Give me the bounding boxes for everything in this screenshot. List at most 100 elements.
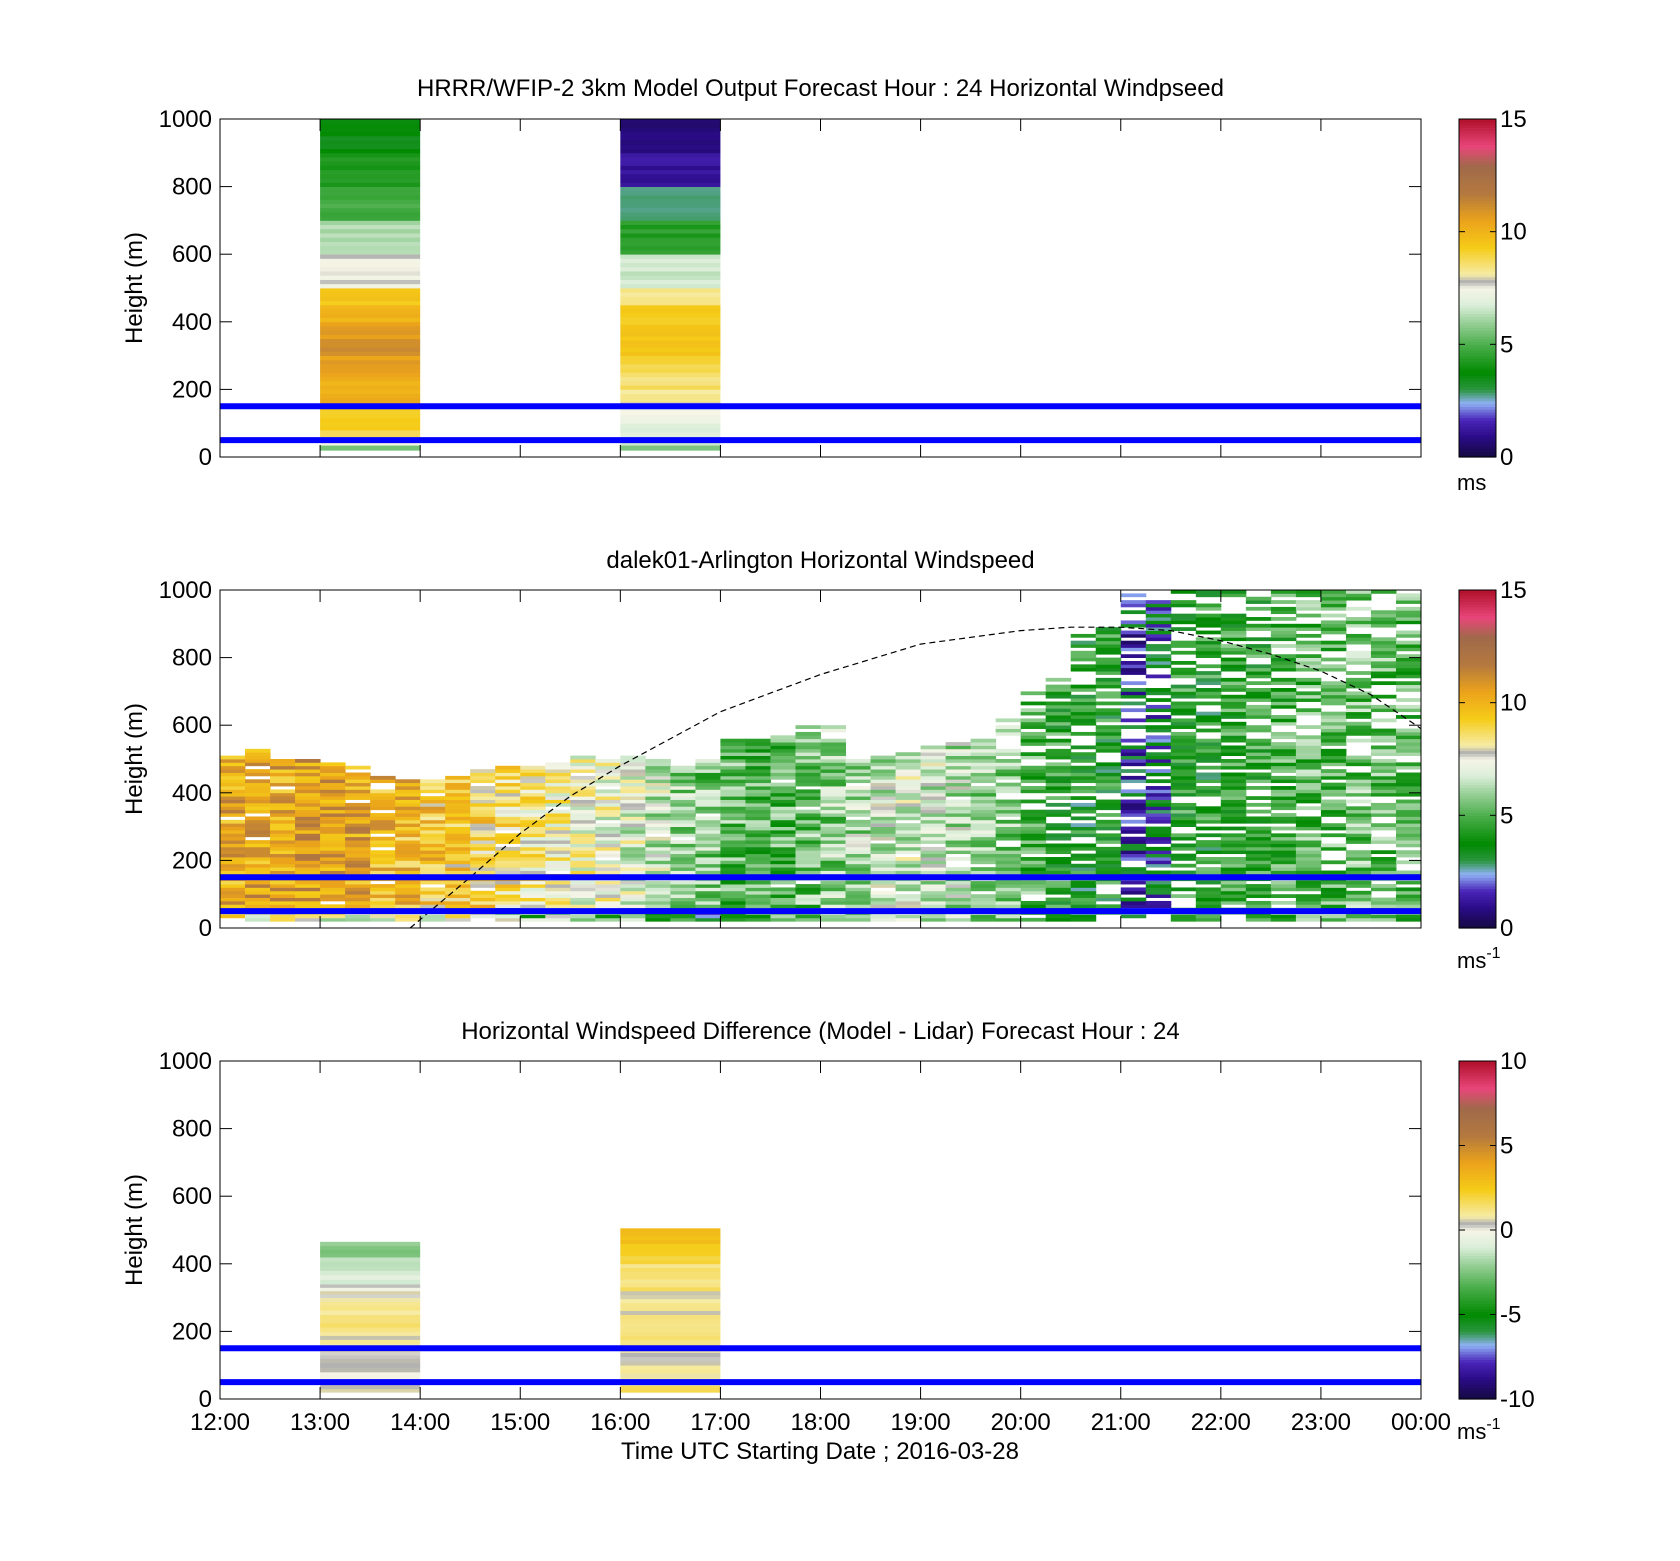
heatmap-cell [1145,738,1172,743]
heatmap-cell [920,748,947,753]
heatmap-cell [1170,914,1197,919]
heatmap-cell [1395,735,1422,740]
heatmap-cell [270,914,296,919]
heatmap-cell [545,779,571,784]
heatmap-cell [770,755,796,760]
heatmap-cell [245,870,271,875]
heatmap-cell [620,894,646,898]
heatmap-cell [1120,762,1147,767]
heatmap-cell [520,863,546,868]
heatmap-cell [1245,863,1272,868]
heatmap-cell [1320,596,1347,601]
colorbar-swatch [1459,849,1496,853]
heatmap-cell [1045,718,1072,723]
heatmap-cell [1295,593,1322,598]
heatmap-cell [1395,752,1422,757]
heatmap-cell [920,755,947,760]
heatmap-cell [1045,857,1072,861]
heatmap-cell [870,816,897,821]
heatmap-cell [445,840,471,844]
heatmap-cell [995,850,1022,855]
heatmap-cell [1070,823,1097,827]
heatmap-cell [1245,816,1272,821]
heatmap-cell [620,796,646,800]
heatmap-cell [420,880,446,885]
heatmap-cell [1370,806,1397,811]
colorbar-swatch [1459,1272,1496,1276]
heatmap-cell [620,131,721,137]
heatmap-cell [320,782,346,787]
heatmap-cell [645,819,671,824]
colorbar-tick-label: 10 [1500,1048,1527,1075]
heatmap-cell [320,890,346,895]
colorbar-swatch [1459,335,1496,340]
heatmap-cell [345,890,371,895]
heatmap-cell [995,826,1022,831]
heatmap-cell [1395,860,1422,865]
heatmap-cell [1170,674,1197,679]
heatmap-cell [1370,813,1397,817]
heatmap-cell [1320,694,1347,699]
heatmap-cell [395,799,421,804]
heatmap-cell [1270,735,1297,740]
heatmap-cell [1020,755,1047,760]
colorbar-swatch [1459,1328,1496,1332]
heatmap-cell [645,823,671,827]
heatmap-cell [845,833,872,838]
colorbar-swatch [1459,183,1496,188]
heatmap-cell [1045,887,1072,892]
colorbar-swatch [1459,1314,1496,1318]
colorbar-swatch [1459,442,1496,447]
heatmap-cell [820,917,847,922]
heatmap-cell [1045,748,1072,753]
colorbar-swatch [1459,725,1496,729]
heatmap-cell [1145,836,1172,841]
heatmap-cell [220,796,246,800]
heatmap-cell [1170,806,1197,811]
heatmap-cell [1320,613,1347,618]
heatmap-cell [1295,660,1322,665]
heatmap-cell [445,904,471,909]
heatmap-cell [1195,623,1222,628]
colorbar-tick-label: 15 [1500,577,1527,604]
heatmap-cell [1295,742,1322,746]
heatmap-cell [620,884,646,888]
heatmap-cell [1220,857,1247,861]
heatmap-cell [970,853,997,858]
heatmap-cell [420,900,446,905]
heatmap-cell [1045,897,1072,902]
heatmap-cell [1395,593,1422,598]
colorbar-swatch [1459,866,1496,870]
heatmap-cell [670,775,696,780]
heatmap-cell [620,347,721,353]
heatmap-cell [1270,846,1297,851]
heatmap-cell [670,819,696,824]
colorbar-swatch [1459,1199,1496,1203]
heatmap-cell [1370,792,1397,797]
colorbar-swatch [1459,440,1496,444]
heatmap-cell [745,813,771,817]
heatmap-cell [1270,819,1297,824]
heatmap-cell [495,789,521,794]
heatmap-cell [995,782,1022,787]
heatmap-cell [745,900,771,905]
plot-area [220,1061,1421,1399]
heatmap-cell [620,279,721,285]
heatmap-cell [245,846,271,851]
colorbar-swatch [1459,840,1496,845]
heatmap-cell [1095,718,1122,723]
heatmap-cell [895,833,922,838]
heatmap-cell [770,735,796,740]
heatmap-cell [1070,809,1097,814]
heatmap-cell [295,857,321,861]
heatmap-cell [1295,698,1322,702]
heatmap-cell [970,887,997,892]
heatmap-cell [745,894,771,898]
heatmap-cell [695,775,721,780]
heatmap-cell [945,846,972,851]
heatmap-cell [1095,860,1122,865]
heatmap-cell [845,786,872,790]
heatmap-cell [1070,870,1097,875]
heatmap-cell [1345,596,1372,601]
heatmap-cell [920,759,947,763]
